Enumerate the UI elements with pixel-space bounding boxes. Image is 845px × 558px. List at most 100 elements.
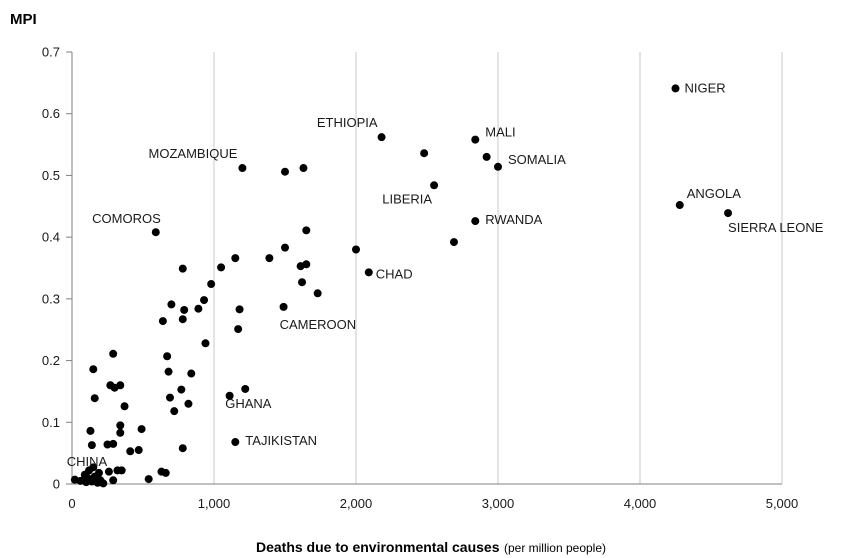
data-point (178, 315, 187, 324)
data-point (109, 349, 118, 358)
data-point (231, 254, 240, 263)
data-point (134, 446, 143, 455)
point-label: ETHIOPIA (317, 115, 378, 130)
data-point (110, 383, 119, 392)
point-label: MOZAMBIQUE (149, 146, 238, 161)
data-point (364, 268, 373, 277)
data-point (103, 440, 112, 449)
data-point (87, 441, 96, 450)
data-point (201, 339, 210, 348)
data-point (164, 367, 173, 376)
point-labels: NIGER ANGOLA SIERRA LEONE MALI SOMALIA ETHIOP… (67, 80, 824, 468)
data-point (90, 394, 99, 403)
point-label: GHANA (225, 396, 272, 411)
data-point (299, 164, 308, 173)
data-point (420, 149, 429, 158)
grid-lines (213, 52, 783, 484)
data-point (302, 226, 311, 235)
data-point (120, 402, 129, 411)
data-point (116, 421, 125, 430)
data-point (89, 365, 98, 374)
data-point (178, 444, 187, 453)
data-point (180, 305, 189, 314)
y-tick-label: 0.3 (42, 291, 60, 306)
data-point (126, 447, 135, 456)
x-axis-label: Deaths due to environmental causes (per … (256, 539, 606, 556)
data-point (482, 152, 491, 161)
data-point (167, 300, 176, 309)
data-point (724, 209, 733, 218)
data-point (471, 135, 480, 144)
data-point (99, 479, 108, 488)
data-point (178, 264, 187, 273)
y-tick-label: 0.4 (42, 230, 60, 245)
data-point (675, 201, 684, 210)
axes: 0 1,000 2,000 3,000 4,000 5,000 0 0.1 0.2 0.3 0.4 0… (42, 45, 798, 512)
data-point (116, 428, 125, 437)
data-point (137, 425, 146, 434)
x-tick-label: 4,000 (624, 496, 657, 511)
data-point (313, 289, 322, 298)
data-point (177, 385, 186, 394)
y-axis-label: MPI (10, 11, 37, 28)
data-point (187, 369, 196, 378)
data-point (104, 467, 113, 476)
data-point (235, 305, 244, 314)
y-tick-label: 0.7 (42, 45, 60, 60)
data-point (449, 238, 458, 247)
data-point (352, 245, 360, 254)
data-point (86, 426, 95, 435)
data-point (200, 296, 209, 305)
data-point (265, 254, 274, 263)
data-point (471, 217, 480, 226)
y-tick-label: 0.1 (42, 415, 60, 430)
x-axis-label-main: Deaths due to environmental causes (256, 539, 500, 555)
data-point (217, 263, 226, 272)
data-point (163, 352, 172, 361)
data-point (231, 438, 240, 447)
data-point (241, 384, 250, 393)
x-tick-label: 1,000 (198, 496, 231, 511)
x-tick-label: 2,000 (340, 496, 373, 511)
y-tick-label: 0.2 (42, 353, 60, 368)
x-tick-label: 0 (68, 496, 75, 511)
point-label: TAJIKISTAN (245, 433, 317, 448)
data-point (225, 391, 234, 400)
y-tick-label: 0.6 (42, 106, 60, 121)
data-point (298, 278, 307, 287)
data-point (82, 478, 91, 487)
x-tick-label: 5,000 (766, 496, 799, 511)
data-point (165, 393, 174, 402)
point-label: LIBERIA (382, 191, 432, 206)
x-tick-label: 3,000 (482, 496, 515, 511)
data-point (194, 304, 203, 313)
point-label: RWANDA (485, 212, 542, 227)
data-points (70, 84, 733, 488)
point-label: COMOROS (92, 211, 161, 226)
point-label: CHAD (376, 266, 413, 281)
point-label: NIGER (685, 80, 726, 95)
data-point (117, 466, 126, 475)
data-point (170, 407, 179, 416)
data-point (207, 280, 216, 289)
data-point (281, 167, 289, 176)
data-point (296, 262, 305, 271)
data-point (671, 84, 680, 93)
point-label: SIERRA LEONE (728, 220, 824, 235)
data-point (158, 317, 167, 326)
point-label: MALI (485, 125, 515, 140)
data-point (151, 228, 160, 237)
point-label: CAMEROON (280, 317, 357, 332)
data-point (281, 243, 289, 252)
data-point (234, 325, 243, 334)
x-axis-label-unit-text: (per million people) (504, 541, 606, 555)
data-point (279, 302, 288, 311)
data-point (184, 399, 193, 408)
data-point (109, 476, 118, 485)
data-point (144, 475, 153, 484)
data-point (494, 162, 502, 171)
point-label: SOMALIA (508, 152, 566, 167)
data-point (238, 164, 247, 173)
y-tick-label: 0 (53, 477, 60, 492)
